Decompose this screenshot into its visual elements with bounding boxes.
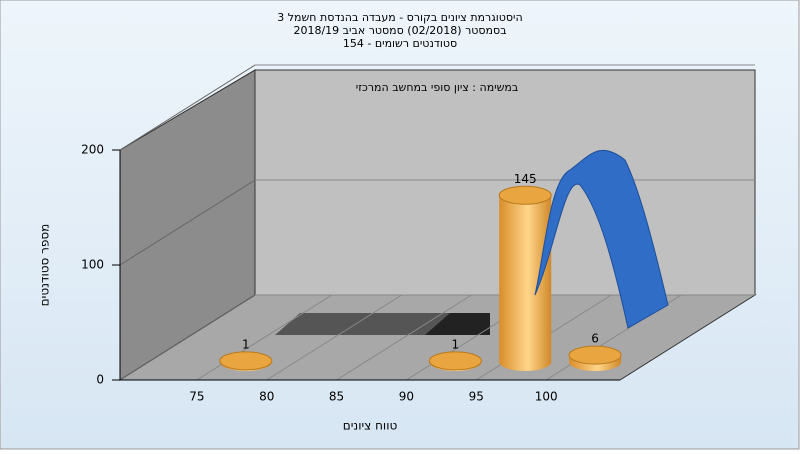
subtitle: במשימה : ציון סופי במחשב המרכזי	[356, 81, 519, 94]
x-axis-label: טווח ציונים	[343, 419, 398, 433]
y-tick-label: 100	[81, 258, 104, 272]
bar-top	[568, 345, 622, 365]
data-label: 1	[242, 337, 250, 351]
grid-line	[119, 294, 256, 381]
plot: 1 1 145 6	[119, 64, 755, 381]
grid-line	[336, 294, 472, 381]
bar-top	[498, 185, 552, 205]
data-label: 6	[591, 332, 599, 346]
data-label: 145	[514, 172, 537, 186]
x-tick-label: 80	[259, 390, 274, 404]
data-label: 1	[452, 337, 460, 351]
x-tick-label: 85	[329, 390, 344, 404]
bar-top	[428, 351, 482, 371]
grid-line	[266, 294, 402, 381]
x-tick-label: 75	[189, 390, 204, 404]
bar-top	[219, 351, 273, 371]
bar	[499, 195, 552, 362]
distribution-curve	[534, 149, 669, 329]
title-line: בסמסטר (02/2018) סמסטר אביב 2018/19	[293, 24, 506, 37]
y-tick-label: 200	[81, 143, 104, 157]
title-line: סטודנטים רשומים - 154	[343, 37, 457, 50]
x-tick-label: 95	[469, 390, 484, 404]
x-tick-label: 90	[399, 390, 414, 404]
y-axis-label: מספר סטודנטים	[38, 224, 52, 307]
grid-line	[119, 179, 256, 266]
grid-line	[119, 64, 256, 151]
x-tick-label: 100	[535, 390, 558, 404]
title-line: היסטוגרמת ציונים בקורס - מעבדה בהנדסת חש…	[277, 11, 522, 24]
grid-line	[196, 294, 333, 381]
titles: היסטוגרמת ציונים בקורס - מעבדה בהנדסת חש…	[277, 11, 522, 94]
shadow-band	[275, 313, 480, 335]
y-tick-label: 0	[96, 373, 104, 387]
shadow-band	[425, 313, 490, 335]
